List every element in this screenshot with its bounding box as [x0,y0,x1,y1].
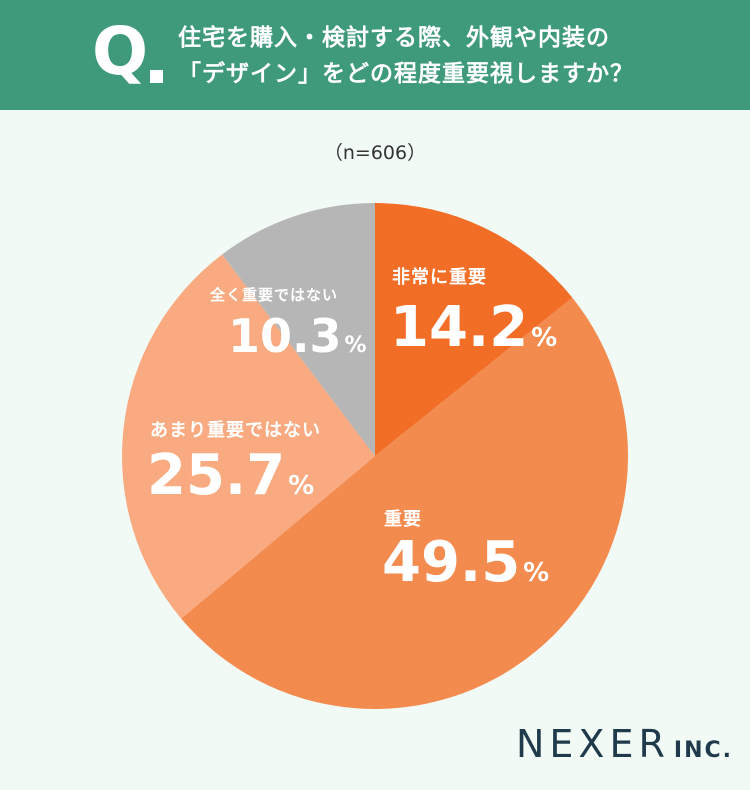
slice-unit-3: % [288,471,314,501]
sample-size: （n=606） [323,142,427,164]
slice-unit-2: % [523,558,549,588]
pie-slice-2 [181,297,628,709]
header-banner: Q 住宅を購入・検討する際、外観や内装の 「デザイン」をどの程度重要視しますか？ [0,0,750,110]
slice-label-3: あまり重要ではない [150,419,321,441]
question-line-1: 住宅を購入・検討する際、外観や内装の [178,25,610,51]
logo-main: NEXER [516,722,670,766]
slice-label-1: 非常に重要 [392,266,487,288]
q-mark: Q [92,13,149,90]
pie-slice-3 [122,254,375,619]
q-dot [150,70,163,83]
nexer-logo: NEXER INC. [516,722,733,766]
slice-unit-4: % [345,333,367,358]
logo-sub: INC. [673,738,733,763]
question-text: 住宅を購入・検討する際、外観や内装の 「デザイン」をどの程度重要視しますか？ [178,20,738,92]
question-line-2: 「デザイン」をどの程度重要視しますか？ [178,61,634,87]
slice-unit-1: % [531,323,557,353]
pie-slice-1 [375,203,573,456]
slice-label-4: 全く重要ではない [209,286,338,304]
slice-label-2: 重要 [384,508,422,530]
pie-slice-4 [222,203,375,456]
